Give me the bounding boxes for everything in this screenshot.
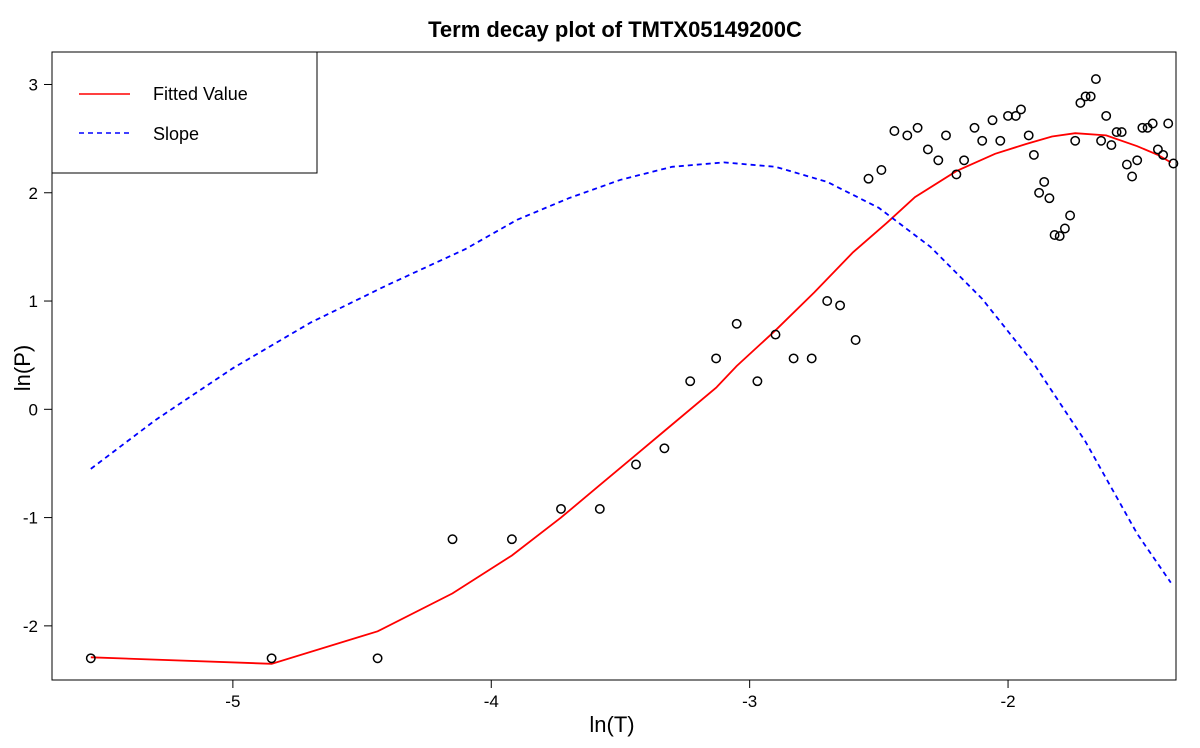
series-line-fitted-value — [90, 132, 1172, 665]
data-point — [506, 534, 517, 545]
data-point — [1070, 135, 1081, 146]
x-tick-label: -5 — [225, 692, 240, 711]
data-point — [1096, 135, 1107, 146]
data-point — [1023, 130, 1034, 141]
data-point — [902, 130, 913, 141]
plot-frame — [51, 51, 1177, 681]
data-point — [876, 165, 887, 175]
data-point — [933, 155, 944, 166]
data-point — [912, 122, 923, 133]
data-point — [752, 376, 763, 387]
data-point — [631, 459, 641, 470]
data-point — [447, 534, 458, 545]
data-point — [1121, 159, 1132, 170]
data-point — [922, 144, 933, 155]
data-point — [969, 122, 980, 133]
y-tick-label: 1 — [29, 292, 38, 311]
data-point — [806, 353, 817, 364]
data-point — [1106, 140, 1117, 151]
x-axis-label: ln(T) — [589, 712, 634, 737]
y-axis-label: ln(P) — [10, 345, 35, 391]
chart-title: Term decay plot of TMTX05149200C — [428, 17, 802, 42]
data-point — [1090, 74, 1101, 85]
data-point — [959, 155, 970, 166]
data-point — [863, 173, 874, 184]
data-point — [1049, 230, 1060, 240]
x-axis: -5 -4 -3 -2 — [225, 680, 1016, 711]
data-point — [1163, 118, 1174, 129]
data-point — [1039, 176, 1050, 187]
data-point — [1168, 158, 1179, 169]
series-layer — [90, 132, 1172, 665]
data-point — [1028, 149, 1039, 160]
legend: Fitted Value Slope — [51, 51, 318, 174]
y-axis: -2 -1 0 1 2 3 — [23, 75, 52, 636]
data-point — [1059, 223, 1070, 234]
data-point — [822, 296, 833, 306]
data-point — [1147, 118, 1158, 129]
data-point — [1152, 144, 1163, 155]
data-point — [770, 329, 781, 340]
data-point — [1127, 171, 1138, 182]
data-point — [1010, 110, 1021, 121]
data-point — [1116, 127, 1127, 138]
points-layer — [85, 74, 1179, 664]
data-point — [977, 135, 988, 146]
x-tick-label: -2 — [1000, 692, 1015, 711]
y-tick-label: -1 — [23, 509, 38, 528]
data-point — [594, 503, 605, 514]
legend-label-fitted-value: Fitted Value — [153, 84, 248, 104]
data-point — [731, 318, 742, 329]
y-tick-label: 0 — [29, 400, 38, 419]
x-tick-label: -4 — [484, 692, 499, 711]
data-point — [1065, 210, 1076, 221]
data-point — [987, 115, 998, 126]
y-tick-label: -2 — [23, 617, 38, 636]
data-point — [1080, 91, 1091, 102]
data-point — [889, 126, 900, 136]
data-point — [951, 169, 962, 180]
data-point — [85, 653, 96, 664]
data-point — [995, 135, 1006, 146]
data-point — [1158, 149, 1169, 160]
data-point — [266, 653, 277, 664]
data-point — [1132, 155, 1143, 166]
data-point — [1101, 110, 1112, 121]
data-point — [1016, 104, 1026, 115]
data-point — [788, 353, 799, 364]
data-point — [850, 335, 861, 345]
data-point — [659, 443, 670, 454]
data-point — [556, 503, 566, 514]
data-point — [835, 300, 846, 311]
data-point — [1085, 91, 1096, 102]
data-point — [685, 376, 696, 387]
data-point — [941, 130, 951, 141]
data-point — [372, 653, 383, 664]
data-point — [1044, 193, 1055, 204]
data-point — [1137, 122, 1148, 133]
legend-box — [51, 51, 318, 174]
legend-label-slope: Slope — [153, 124, 199, 144]
y-tick-label: 2 — [29, 184, 38, 203]
data-point — [1034, 187, 1045, 198]
data-point — [1111, 127, 1122, 138]
x-tick-label: -3 — [742, 692, 757, 711]
data-point — [1054, 231, 1065, 242]
y-tick-label: 3 — [29, 75, 38, 94]
series-line-slope — [90, 161, 1172, 584]
data-point — [1075, 97, 1086, 108]
data-point — [711, 353, 722, 364]
